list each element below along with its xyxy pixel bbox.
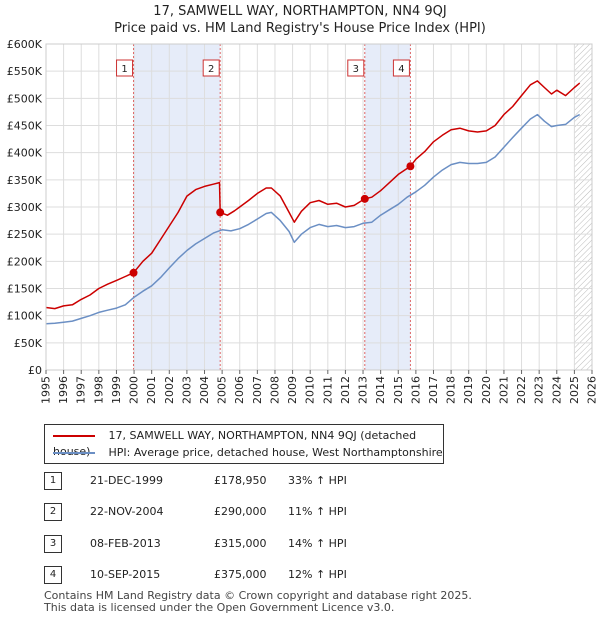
sale-hpi-diff: 14% ↑ HPI xyxy=(288,537,347,550)
sale-row-4: 4 10-SEP-2015 £375,000 12% ↑ HPI xyxy=(44,566,444,584)
sale-marker-box-1 xyxy=(116,59,134,77)
y-tick-label: £200K xyxy=(7,255,43,268)
price-chart: 1 2 3 4 1995 1996 1997 1998 1999 2000 2001 2002 200… xyxy=(7,38,599,404)
sale-marker-box-3 xyxy=(347,59,365,77)
sale-price: £178,950 xyxy=(214,474,267,487)
x-tick-label: 2019 xyxy=(462,376,475,404)
sale-number: 2 xyxy=(44,503,62,521)
y-tick-label: £400K xyxy=(7,147,43,160)
y-tick-label: £600K xyxy=(7,38,43,51)
footer: Contains HM Land Registry data © Crown c… xyxy=(44,590,472,614)
y-tick-label: £100K xyxy=(7,310,43,323)
x-tick-label: 2009 xyxy=(286,376,299,404)
sale-price: £375,000 xyxy=(214,568,267,581)
y-tick-label: £300K xyxy=(7,201,43,214)
x-tick-label: 2007 xyxy=(251,376,264,404)
sale-date: 08-FEB-2013 xyxy=(90,537,161,550)
x-tick-label: 2001 xyxy=(145,376,158,404)
chart-title: 17, SAMWELL WAY, NORTHAMPTON, NN4 9QJ xyxy=(153,4,447,19)
legend-label-property: 17, SAMWELL WAY, NORTHAMPTON, NN4 9QJ (d… xyxy=(53,429,417,458)
footer-licence: This data is licensed under the Open Gov… xyxy=(44,601,395,614)
sale-number: 4 xyxy=(44,566,62,584)
sale-number: 1 xyxy=(44,472,62,490)
y-tick-label: £0 xyxy=(28,364,42,377)
series-line-hpi xyxy=(45,113,581,325)
legend-item-property: 17, SAMWELL WAY, NORTHAMPTON, NN4 9QJ (d… xyxy=(53,428,443,458)
x-tick-label: 2011 xyxy=(321,376,334,404)
legend-swatch-property xyxy=(53,435,95,437)
y-tick-label: £250K xyxy=(7,228,43,241)
sale-hpi-diff: 33% ↑ HPI xyxy=(288,474,347,487)
x-tick-label: 1995 xyxy=(40,376,53,404)
sale-date: 21-DEC-1999 xyxy=(90,474,164,487)
sale-marker-box-2 xyxy=(202,59,220,77)
legend: 17, SAMWELL WAY, NORTHAMPTON, NN4 9QJ (d… xyxy=(44,424,444,464)
sale-price: £290,000 xyxy=(214,505,267,518)
x-tick-label: 2013 xyxy=(357,376,370,404)
sale-row-3: 3 08-FEB-2013 £315,000 14% ↑ HPI xyxy=(44,535,444,553)
sale-date: 10-SEP-2015 xyxy=(90,568,161,581)
x-tick-label: 1997 xyxy=(75,376,88,404)
x-tick-label: 2017 xyxy=(427,376,440,404)
sale-price: £315,000 xyxy=(214,537,267,550)
sale-hpi-diff: 11% ↑ HPI xyxy=(288,505,347,518)
sale-number: 3 xyxy=(44,535,62,553)
legend-swatch-hpi xyxy=(53,452,95,454)
footer-copyright: Contains HM Land Registry data © Crown c… xyxy=(44,589,472,602)
x-tick-label: 1996 xyxy=(57,376,70,404)
x-tick-label: 2023 xyxy=(533,376,546,404)
x-tick-label: 1999 xyxy=(110,376,123,404)
x-tick-label: 2021 xyxy=(497,376,510,404)
x-tick-label: 2000 xyxy=(128,376,141,404)
chart-subtitle: Price paid vs. HM Land Registry's House … xyxy=(114,21,486,36)
x-tick-label: 2010 xyxy=(304,376,317,404)
sale-row-2: 2 22-NOV-2004 £290,000 11% ↑ HPI xyxy=(44,503,444,521)
x-tick-label: 2014 xyxy=(374,376,387,404)
x-tick-label: 1998 xyxy=(92,376,105,404)
sale-marker-box-4 xyxy=(392,59,410,77)
x-tick-label: 2005 xyxy=(216,376,229,404)
sale-marker-label-3: 3 xyxy=(353,64,359,75)
x-tick-label: 2024 xyxy=(550,376,563,404)
y-tick-label: £550K xyxy=(7,65,43,78)
sale-marker-label-2: 2 xyxy=(208,64,214,75)
sale-marker-label-1: 1 xyxy=(121,64,127,75)
x-tick-label: 2008 xyxy=(268,376,281,404)
sale-row-1: 1 21-DEC-1999 £178,950 33% ↑ HPI xyxy=(44,472,444,490)
sale-marker-label-4: 4 xyxy=(398,64,404,75)
x-tick-label: 2012 xyxy=(339,376,352,404)
x-tick-label: 2015 xyxy=(392,376,405,404)
legend-item-hpi: HPI: Average price, detached house, West… xyxy=(53,445,443,461)
sale-point-2 xyxy=(216,208,225,217)
series-line-property xyxy=(45,80,581,310)
sale-point-1 xyxy=(129,268,138,277)
x-tick-label: 2002 xyxy=(163,376,176,404)
y-tick-label: £450K xyxy=(7,120,43,133)
legend-label-hpi: HPI: Average price, detached house, West… xyxy=(108,446,443,459)
x-tick-label: 2004 xyxy=(198,376,211,404)
x-tick-label: 2022 xyxy=(515,376,528,404)
x-tick-label: 2020 xyxy=(480,376,493,404)
chart-title-block: 17, SAMWELL WAY, NORTHAMPTON, NN4 9QJ Pr… xyxy=(0,3,600,37)
sale-date: 22-NOV-2004 xyxy=(90,505,164,518)
sale-point-4 xyxy=(406,162,415,171)
x-tick-label: 2026 xyxy=(586,376,599,404)
sale-point-3 xyxy=(360,194,369,203)
y-tick-label: £150K xyxy=(7,283,43,296)
y-tick-label: £50K xyxy=(14,337,43,350)
x-tick-label: 2003 xyxy=(180,376,193,404)
y-tick-label: £500K xyxy=(7,92,43,105)
x-tick-label: 2018 xyxy=(445,376,458,404)
plot-frame xyxy=(45,43,593,371)
x-tick-label: 2006 xyxy=(233,376,246,404)
x-tick-label: 2016 xyxy=(409,376,422,404)
x-tick-label: 2025 xyxy=(568,376,581,404)
y-tick-label: £350K xyxy=(7,174,43,187)
sale-hpi-diff: 12% ↑ HPI xyxy=(288,568,347,581)
